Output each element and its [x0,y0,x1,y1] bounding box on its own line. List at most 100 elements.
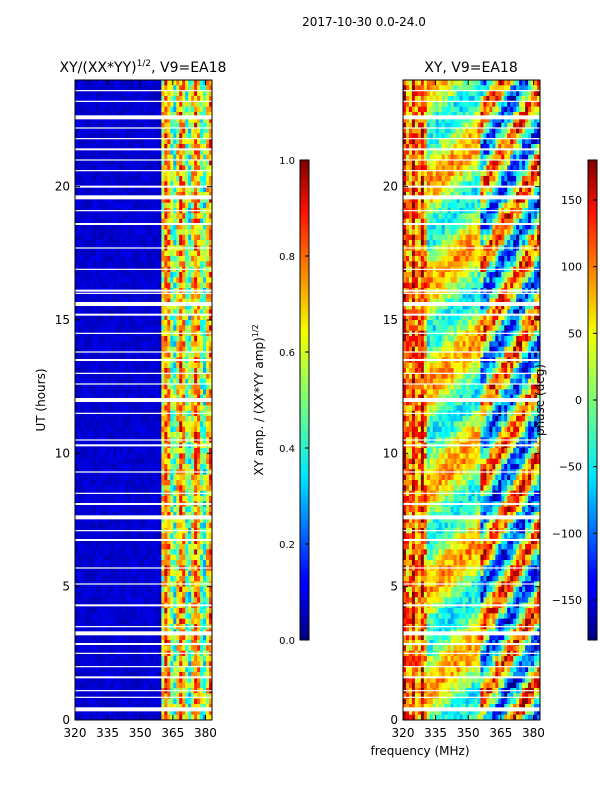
left-heatmap-cell [167,154,171,161]
left-heatmap-cell [158,80,162,86]
left-heatmap-cell [98,368,103,374]
left-heatmap-cell [161,570,165,577]
left-heatmap-cell [206,256,210,262]
left-heatmap-cell [131,405,135,412]
left-heatmap-cell [134,421,138,428]
left-heatmap-cell [152,549,156,556]
left-heatmap-cell [161,112,165,118]
left-heatmap-cell [77,197,82,204]
left-heatmap-cell [107,586,112,593]
left-heatmap-cell [143,416,147,422]
left-heatmap-cell [140,485,144,492]
left-heatmap-cell [143,160,147,166]
left-heatmap-cell [149,138,153,145]
left-heatmap-cell [188,533,192,540]
left-heatmap-cell [203,341,207,348]
left-heatmap-cell [104,320,109,326]
left-heatmap-cell [173,277,177,284]
left-heatmap-cell [83,560,88,566]
left-heatmap-cell [167,314,171,321]
left-heatmap-cell [185,320,189,326]
left-heatmap-cell [140,170,144,177]
left-heatmap-cell [185,90,189,97]
left-heatmap-cell [197,592,201,598]
left-heatmap-cell [119,634,124,641]
left-heatmap-cell [119,592,124,598]
left-heatmap-cell [191,213,195,220]
left-heatmap-cell [185,224,189,230]
left-heatmap-cell [122,592,127,598]
left-heatmap-cell [155,517,159,524]
left-heatmap-cell [92,122,97,129]
left-heatmap-cell [89,613,94,620]
left-heatmap-cell [104,133,109,140]
left-heatmap-cell [104,213,109,220]
left-heatmap-cell [80,186,85,193]
left-heatmap-cell [125,346,130,353]
left-heatmap-cell [131,656,135,662]
left-heatmap-cell [95,560,100,566]
left-heatmap-cell [116,277,121,284]
left-heatmap-cell [209,586,212,593]
left-heatmap-cell [107,293,112,300]
left-heatmap-cell [116,304,121,310]
left-heatmap-cell [143,240,147,246]
left-heatmap-cell [131,282,135,289]
left-heatmap-cell [152,213,156,220]
left-heatmap-cell [116,597,121,604]
left-heatmap-cell [98,416,103,422]
left-heatmap-cell [98,346,103,353]
left-heatmap-cell [164,517,168,524]
left-heatmap-cell [77,325,82,332]
left-heatmap-cell [134,426,138,433]
left-heatmap-cell [170,314,174,321]
left-heatmap-cell [176,170,180,177]
left-heatmap-cell [176,336,180,342]
left-heatmap-cell [80,277,85,284]
left-heatmap-cell [107,341,112,348]
left-heatmap-cell [131,362,135,369]
left-heatmap-cell [125,352,130,358]
left-heatmap-cell [200,256,204,262]
left-heatmap-cell [77,320,82,326]
left-heatmap-cell [152,645,156,652]
left-heatmap-cell [182,122,186,129]
left-heatmap-cell [113,314,118,321]
left-heatmap-cell [92,362,97,369]
left-heatmap-cell [95,373,100,380]
left-heatmap-cell [95,181,100,188]
left-heatmap-cell [122,634,127,641]
left-heatmap-cell [137,133,141,140]
left-heatmap-cell [80,101,85,108]
left-heatmap-cell [206,112,210,118]
left-heatmap-cell [185,341,189,348]
left-heatmap-cell [194,405,198,412]
left-heatmap-cell [95,586,100,593]
left-heatmap-cell [113,96,118,102]
left-heatmap-cell [146,384,150,390]
left-heatmap-cell [110,192,115,198]
left-heatmap-cell [116,554,121,561]
left-heatmap-cell [137,176,141,182]
left-heatmap-cell [197,90,201,97]
left-heatmap-cell [113,186,118,193]
left-heatmap-cell [122,165,127,172]
left-heatmap-cell [125,421,130,428]
left-heatmap-cell [92,234,97,241]
left-heatmap-cell [176,144,180,150]
left-heatmap-cell [197,522,201,529]
left-heatmap-cell [75,144,79,150]
left-heatmap-cell [146,368,150,374]
left-heatmap-cell [173,384,177,390]
left-heatmap-cell [113,362,118,369]
left-heatmap-cell [188,645,192,652]
left-heatmap-cell [173,597,177,604]
left-heatmap-cell [185,106,189,113]
left-heatmap-cell [83,133,88,140]
left-heatmap-cell [104,170,109,177]
left-heatmap-cell [128,250,132,257]
left-heatmap-cell [179,80,183,86]
left-heatmap-cell [137,597,141,604]
left-heatmap-cell [131,394,135,401]
left-heatmap-cell [209,597,212,604]
